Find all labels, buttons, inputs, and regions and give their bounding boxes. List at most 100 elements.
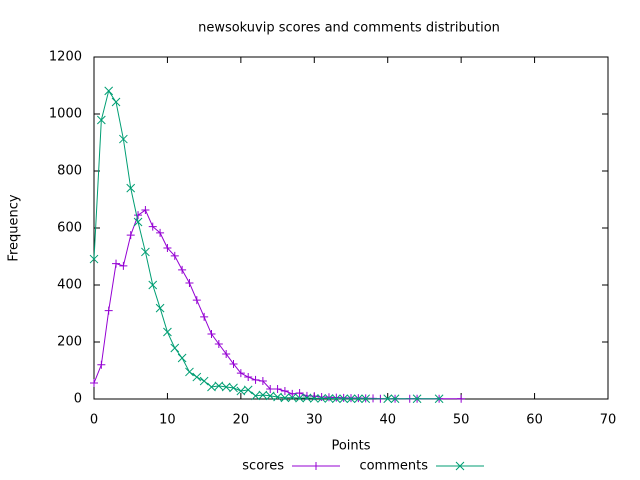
point-marker <box>111 97 121 107</box>
point-marker <box>332 393 341 402</box>
point-marker <box>457 394 466 403</box>
y-tick-label: 200 <box>57 335 82 350</box>
point-marker <box>331 394 341 404</box>
x-tick-label: 10 <box>159 413 176 428</box>
point-marker <box>265 391 275 401</box>
point-marker <box>104 306 113 315</box>
x-axis-label: Points <box>331 439 370 454</box>
point-marker <box>221 382 231 392</box>
point-marker <box>273 392 282 402</box>
y-tick-label: 1000 <box>49 107 82 122</box>
point-marker <box>126 183 136 193</box>
point-marker <box>287 393 297 402</box>
point-marker <box>177 353 187 363</box>
point-marker <box>97 360 106 369</box>
point-marker <box>412 394 422 404</box>
point-marker <box>141 247 150 257</box>
point-marker <box>258 377 267 386</box>
point-marker <box>214 339 223 348</box>
legend-label: comments <box>359 459 428 474</box>
point-marker <box>163 327 172 337</box>
legend-marker <box>312 462 320 470</box>
legend-label: scores <box>242 459 284 474</box>
point-marker <box>126 231 135 240</box>
series-line <box>93 89 440 400</box>
point-marker <box>119 261 128 270</box>
point-marker <box>346 394 356 404</box>
point-marker <box>133 217 143 227</box>
point-marker <box>273 385 282 394</box>
point-marker <box>119 134 128 144</box>
point-marker <box>353 394 363 404</box>
point-marker <box>288 389 297 398</box>
x-tick-label: 40 <box>379 413 396 428</box>
point-marker <box>214 381 224 391</box>
point-marker <box>317 394 326 403</box>
point-marker <box>339 394 349 404</box>
y-tick-label: 0 <box>74 392 82 407</box>
point-marker <box>236 369 245 378</box>
x-tick-label: 20 <box>233 413 250 428</box>
point-marker <box>192 296 201 305</box>
x-tick-label: 70 <box>600 413 617 428</box>
point-marker <box>148 280 158 290</box>
x-tick-label: 60 <box>526 413 543 428</box>
point-marker <box>324 394 334 403</box>
point-marker <box>200 312 209 321</box>
point-marker <box>229 383 238 393</box>
point-marker <box>280 387 289 396</box>
point-marker <box>170 343 180 353</box>
y-tick-label: 600 <box>57 221 82 236</box>
point-marker <box>383 394 393 404</box>
x-tick-label: 50 <box>453 413 470 428</box>
point-marker <box>199 376 209 386</box>
legend-marker <box>455 461 465 471</box>
point-marker <box>302 393 312 403</box>
point-marker <box>280 393 290 403</box>
point-marker <box>361 394 371 404</box>
chart-title: newsokuvip scores and comments distribut… <box>198 21 500 36</box>
point-marker <box>141 206 150 215</box>
point-marker <box>148 222 157 231</box>
point-marker <box>309 394 319 403</box>
point-marker <box>258 390 268 400</box>
point-marker <box>339 393 348 402</box>
point-marker <box>324 393 333 402</box>
point-marker <box>185 279 194 288</box>
x-tick-label: 30 <box>306 413 323 428</box>
y-tick-label: 400 <box>57 278 82 293</box>
point-marker <box>243 385 253 395</box>
point-marker <box>155 303 165 313</box>
point-marker <box>244 373 253 382</box>
point-marker <box>222 349 231 358</box>
point-marker <box>178 265 187 274</box>
y-axis-label: Frequency <box>7 194 22 261</box>
y-tick-label: 1200 <box>49 50 82 65</box>
y-tick-label: 800 <box>57 164 82 179</box>
point-marker <box>207 330 216 339</box>
point-marker <box>192 372 202 382</box>
point-marker <box>434 394 444 404</box>
point-marker <box>207 382 216 392</box>
point-marker <box>156 228 165 237</box>
point-marker <box>185 367 194 377</box>
point-marker <box>390 394 400 404</box>
point-marker <box>251 391 260 401</box>
point-marker <box>229 359 238 368</box>
point-marker <box>251 375 260 384</box>
point-marker <box>134 211 143 220</box>
point-marker <box>170 251 179 260</box>
x-tick-label: 0 <box>90 413 98 428</box>
point-marker <box>266 385 275 394</box>
point-marker <box>163 243 172 252</box>
point-marker <box>317 393 326 402</box>
point-marker <box>112 259 121 268</box>
point-marker <box>295 393 304 403</box>
point-marker <box>96 115 106 125</box>
point-marker <box>104 86 114 96</box>
point-marker <box>90 379 98 388</box>
point-marker <box>236 386 246 396</box>
point-marker <box>89 254 99 264</box>
